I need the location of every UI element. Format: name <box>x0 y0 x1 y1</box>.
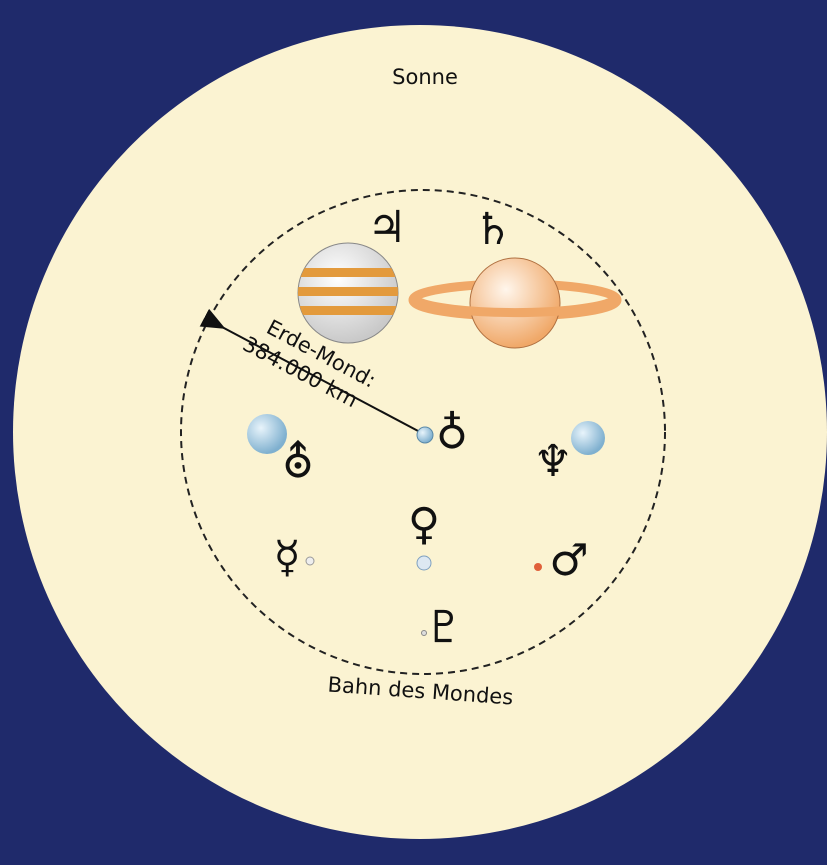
earth-symbol: ♁ <box>436 408 468 459</box>
uranus-symbol: ⛢ <box>282 437 314 488</box>
venus-symbol: ♀ <box>408 499 440 550</box>
neptune <box>571 421 605 455</box>
earth <box>417 427 433 443</box>
mercury <box>306 557 314 565</box>
sun-label: Sonne <box>392 65 458 89</box>
mars-symbol: ♂ <box>549 535 588 586</box>
diagram: Sonne ♃ ♄ Erde-Mond: 384.000 km ♁ ⛢ ♆ ♀ … <box>0 0 827 865</box>
pluto-symbol: ♇ <box>424 602 463 653</box>
mercury-symbol: ☿ <box>273 532 300 583</box>
jupiter-symbol: ♃ <box>367 202 406 253</box>
mars <box>534 563 542 571</box>
saturn-symbol: ♄ <box>473 204 512 255</box>
neptune-symbol: ♆ <box>533 436 572 487</box>
venus <box>417 556 431 570</box>
